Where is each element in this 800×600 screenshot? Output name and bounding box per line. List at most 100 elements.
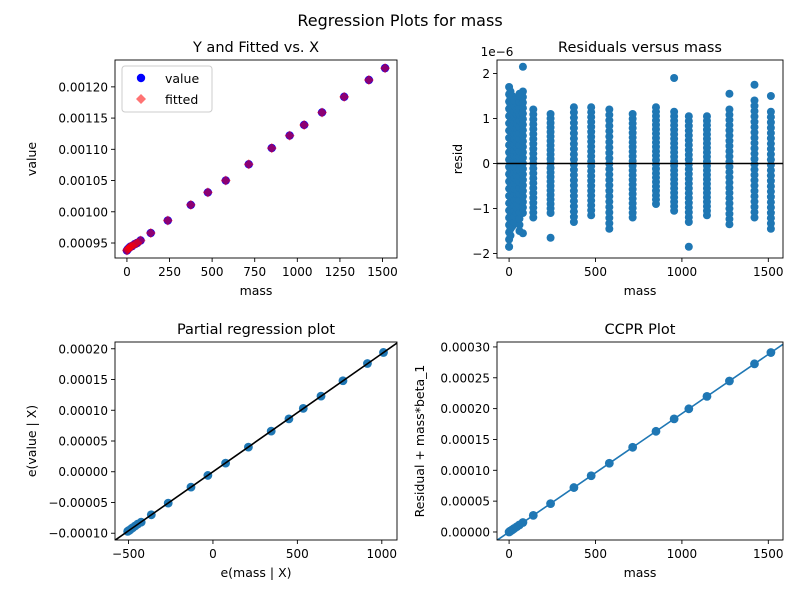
x-tick-label: 750 — [243, 265, 266, 279]
x-axis-label: mass — [240, 283, 273, 298]
y-tick-label: 0.00005 — [58, 435, 108, 449]
x-tick-label: 1500 — [753, 547, 784, 561]
residual-point — [605, 105, 614, 114]
plot-area — [497, 343, 783, 540]
x-tick-label: 1000 — [667, 265, 698, 279]
residual-point — [725, 105, 734, 114]
legend-label-value: value — [165, 71, 199, 86]
fitted-point — [145, 228, 156, 239]
residual-point — [750, 80, 759, 89]
x-tick-label: 1250 — [325, 265, 356, 279]
residual-point — [546, 110, 555, 118]
x-tick-label: 500 — [286, 547, 309, 561]
fit-line — [115, 342, 397, 540]
y-tick-label: 0.00100 — [58, 205, 108, 219]
y-tick-label: 0.00005 — [440, 495, 490, 509]
axes-frame — [496, 341, 784, 541]
residual-point — [518, 98, 527, 107]
y-tick-label: 0.00030 — [440, 340, 490, 354]
x-tick-label: 250 — [158, 265, 181, 279]
scatter-point — [651, 426, 661, 436]
residual-point — [515, 220, 524, 229]
residual-point — [725, 89, 734, 98]
plot-area — [115, 342, 397, 540]
fitted-point — [220, 175, 231, 186]
scatter-point — [586, 471, 596, 481]
scatter-point — [766, 348, 776, 357]
fitted-point — [339, 91, 350, 102]
y-tick-label: 0.00110 — [58, 143, 108, 157]
scatter-point — [546, 499, 555, 509]
y-tick-label: 0.00015 — [58, 373, 108, 387]
y-tick-label: 0.00105 — [58, 174, 108, 188]
axes-frame — [496, 59, 784, 259]
y-tick-label: 0.00015 — [440, 433, 490, 447]
x-tick-label: 1000 — [282, 265, 313, 279]
residual-point — [518, 148, 527, 157]
legend: value fitted — [121, 65, 213, 113]
residual-point — [518, 186, 527, 195]
fitted-point — [380, 63, 391, 74]
figure-suptitle: Regression Plots for mass — [297, 11, 502, 30]
residual-point — [518, 153, 527, 162]
y-axis-label: e(value | X) — [24, 405, 39, 477]
partial-regression-panel: Partial regression plot −500 0 500 1000 −0.00… — [24, 322, 398, 580]
x-tick-label: 500 — [201, 265, 224, 279]
residual-point — [518, 137, 527, 146]
fit-line — [497, 343, 783, 540]
x-tick-label: −500 — [112, 547, 145, 561]
residual-point — [766, 92, 775, 100]
residual-point — [518, 62, 527, 71]
scatter-point — [702, 392, 712, 401]
x-axis-label: mass — [624, 565, 657, 580]
y-tick-label: 0.00010 — [58, 404, 108, 418]
x-tick-label: 0 — [505, 547, 513, 561]
residual-point — [515, 89, 524, 98]
residual-point — [670, 107, 679, 116]
residual-point — [750, 96, 759, 105]
residual-point — [518, 109, 527, 118]
residual-point — [651, 103, 660, 112]
fitted-point — [266, 143, 277, 154]
x-tick-label: 0 — [505, 265, 513, 279]
y-tick-label: −1 — [472, 202, 490, 216]
residual-point — [518, 126, 527, 135]
residual-point — [518, 104, 527, 113]
residual-point — [518, 142, 527, 151]
axes-frame — [114, 341, 398, 541]
residual-point — [529, 105, 538, 114]
residual-point — [506, 231, 515, 240]
y-axis-label: Residual + mass*beta_1 — [412, 365, 427, 518]
residual-point — [518, 120, 527, 129]
legend-label-fitted: fitted — [165, 92, 198, 107]
y-tick-label: 0.00010 — [440, 464, 490, 478]
panel-title: Partial regression plot — [177, 322, 335, 338]
ccpr-panel: CCPR Plot 0 500 1000 1500 0.00000 0.00005 0.000… — [412, 322, 784, 580]
residual-point — [569, 103, 578, 112]
residual-point — [518, 229, 527, 238]
residual-point — [518, 175, 527, 184]
panel-title: CCPR Plot — [604, 322, 675, 338]
y-tick-label: 0.00000 — [58, 465, 108, 479]
fitted-point — [162, 215, 173, 226]
fitted-point — [317, 107, 328, 118]
fitted-point — [135, 235, 146, 246]
x-tick-label: 0 — [123, 265, 131, 279]
y-tick-label: 0.00020 — [440, 402, 490, 416]
residual-point — [587, 103, 596, 112]
residual-point — [766, 107, 775, 116]
residual-point — [518, 115, 527, 124]
fitted-panel: Y and Fitted vs. X 0 250 500 750 1000 1250 1500… — [24, 40, 398, 298]
scatter-point — [604, 458, 614, 468]
plot-area — [497, 62, 783, 251]
scatter-point — [669, 414, 679, 424]
fitted-point — [363, 74, 374, 85]
fitted-point — [202, 187, 213, 198]
x-axis-label: mass — [624, 283, 657, 298]
residual-point — [518, 209, 527, 217]
scatter-point — [725, 376, 734, 386]
residual-point — [546, 233, 555, 242]
x-axis-label: e(mass | X) — [220, 565, 291, 580]
residual-point — [505, 242, 514, 251]
